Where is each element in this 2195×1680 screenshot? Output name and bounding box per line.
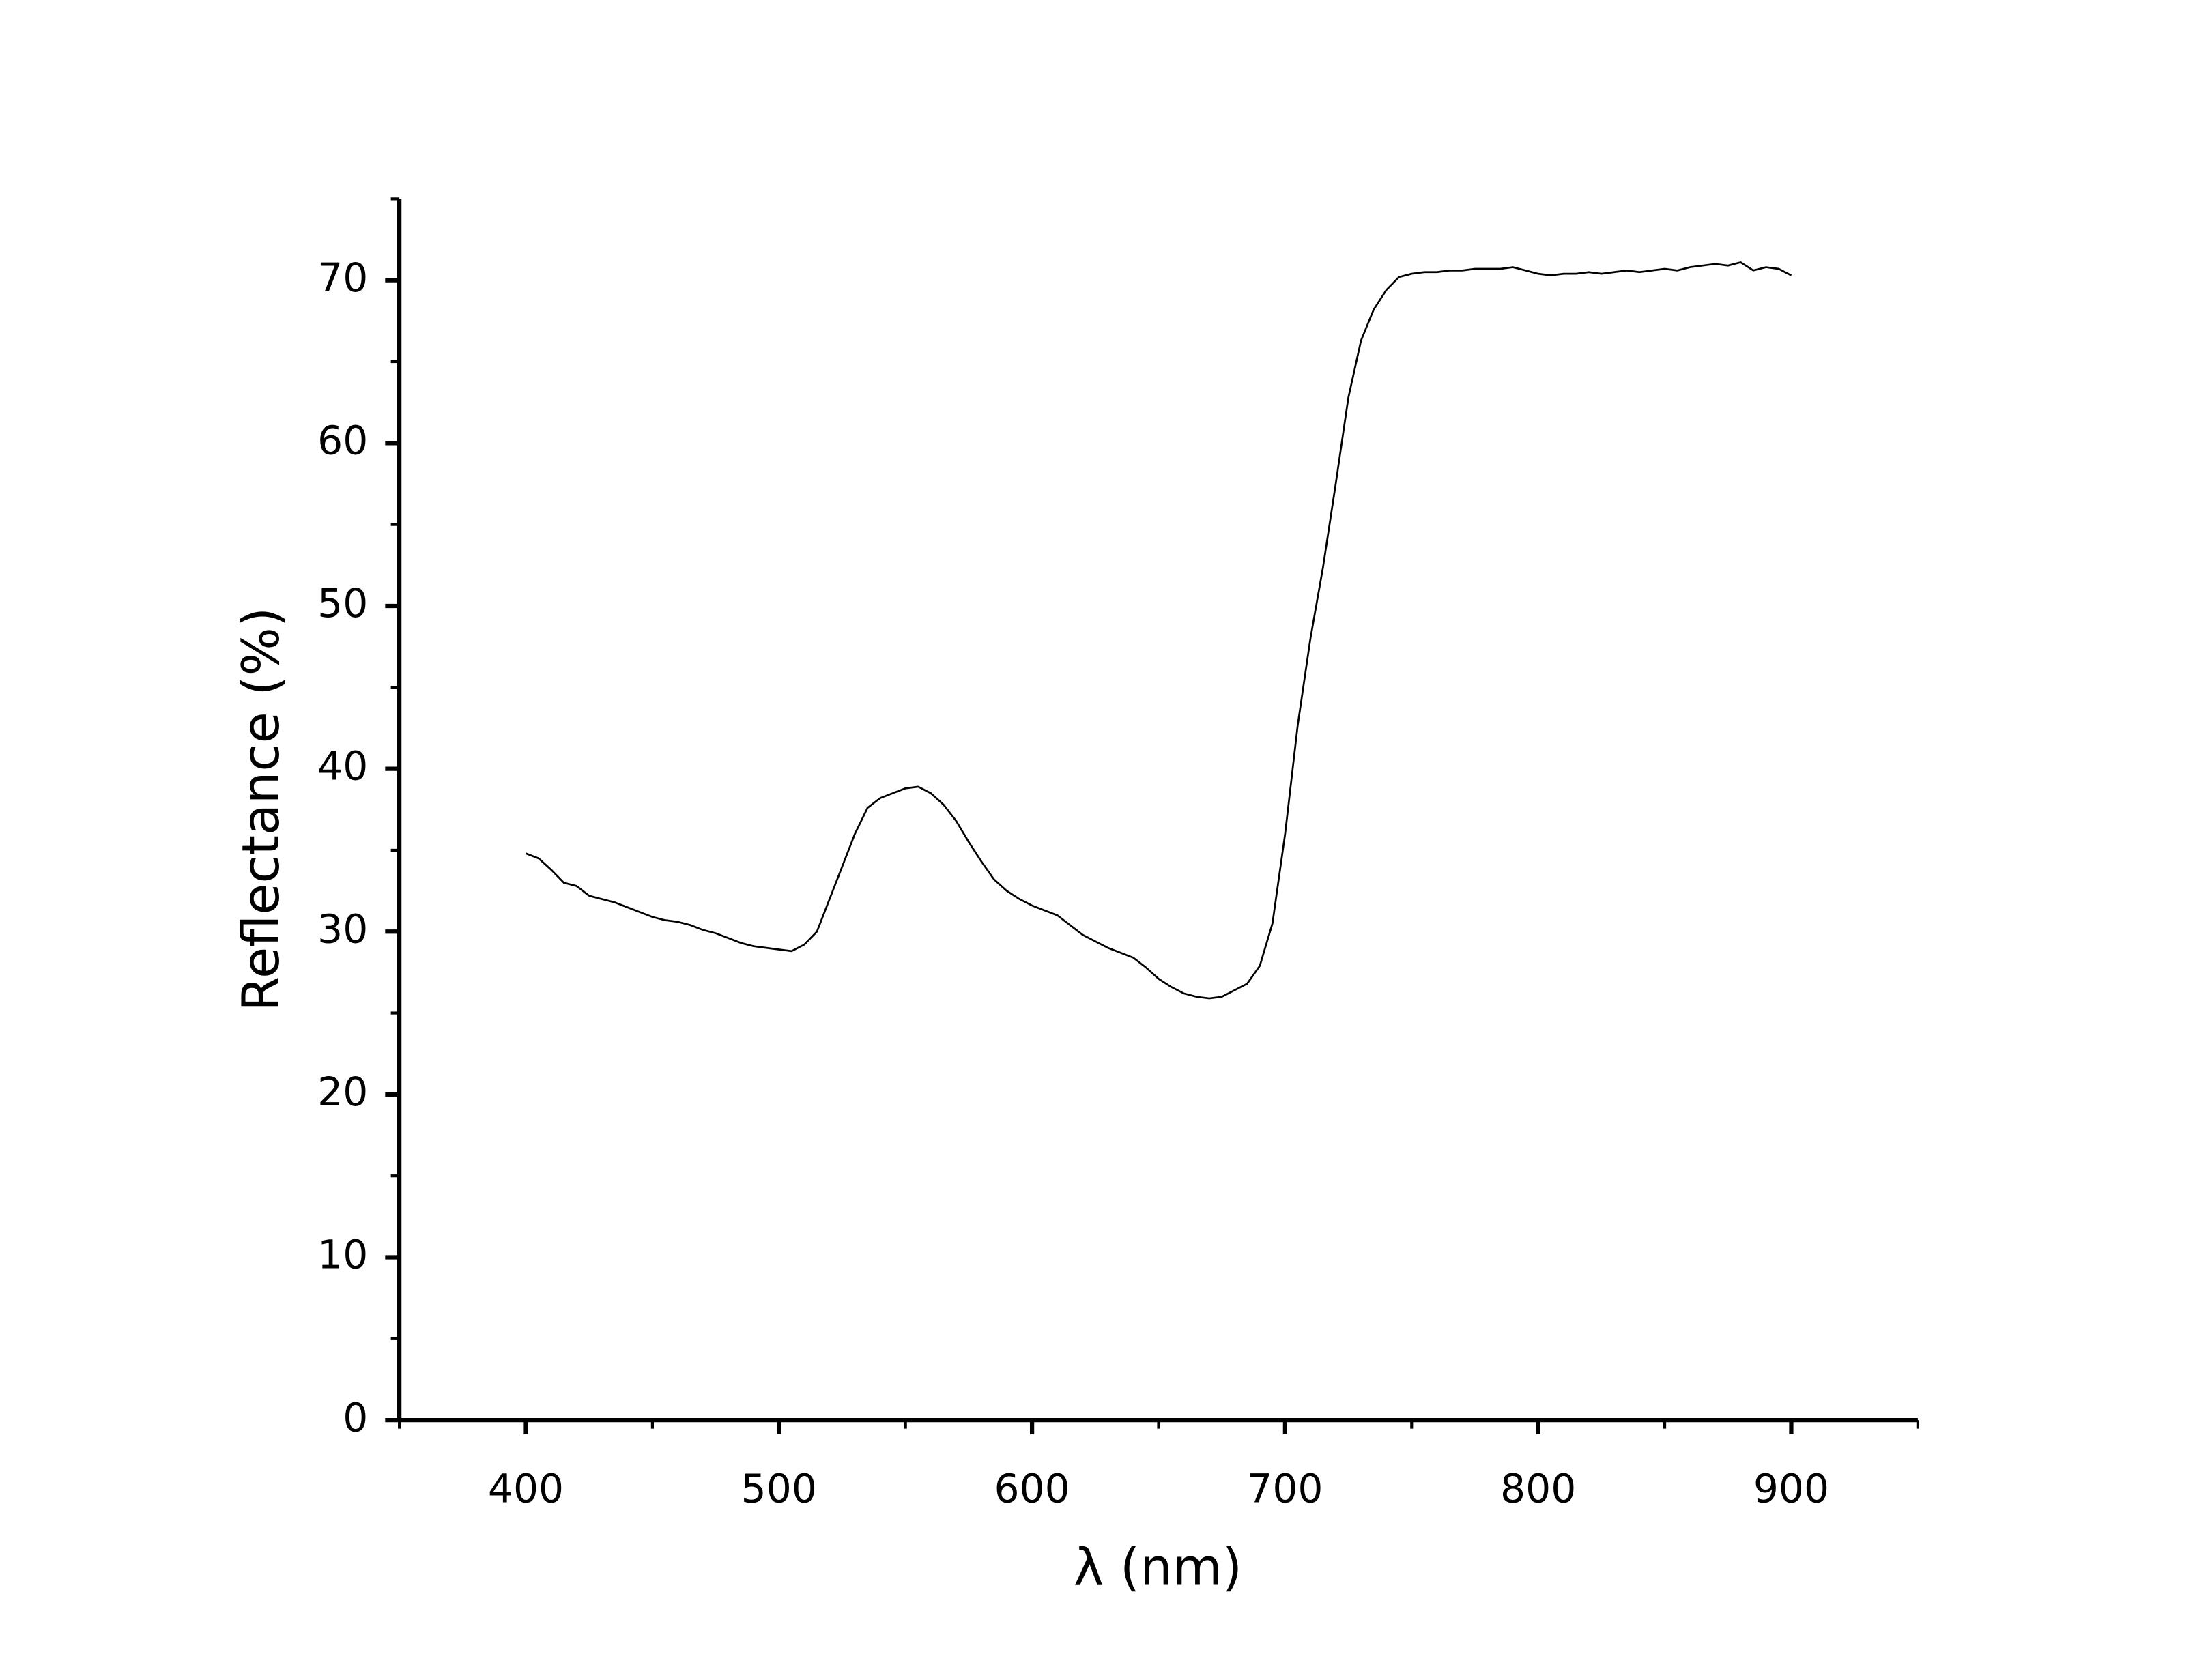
y-tick-label: 40 <box>317 743 368 790</box>
x-tick-label: 900 <box>1753 1465 1829 1511</box>
x-tick-label: 700 <box>1247 1465 1323 1511</box>
y-tick-label: 0 <box>343 1394 368 1440</box>
y-tick-label: 60 <box>317 417 368 463</box>
x-tick-label: 500 <box>741 1465 817 1511</box>
y-tick-label: 70 <box>317 255 368 301</box>
y-axis-label: Reflectance (%) <box>231 607 291 1012</box>
data-line <box>526 261 1792 1000</box>
y-tick-label: 30 <box>317 906 368 952</box>
x-axis-label: λ (nm) <box>1074 1537 1242 1597</box>
x-tick-label: 600 <box>994 1465 1070 1511</box>
x-tick-label: 400 <box>488 1465 564 1511</box>
y-tick-label: 50 <box>317 580 368 626</box>
y-tick-label: 10 <box>317 1232 368 1278</box>
x-tick-label: 800 <box>1500 1465 1576 1511</box>
y-tick-label: 20 <box>317 1069 368 1115</box>
